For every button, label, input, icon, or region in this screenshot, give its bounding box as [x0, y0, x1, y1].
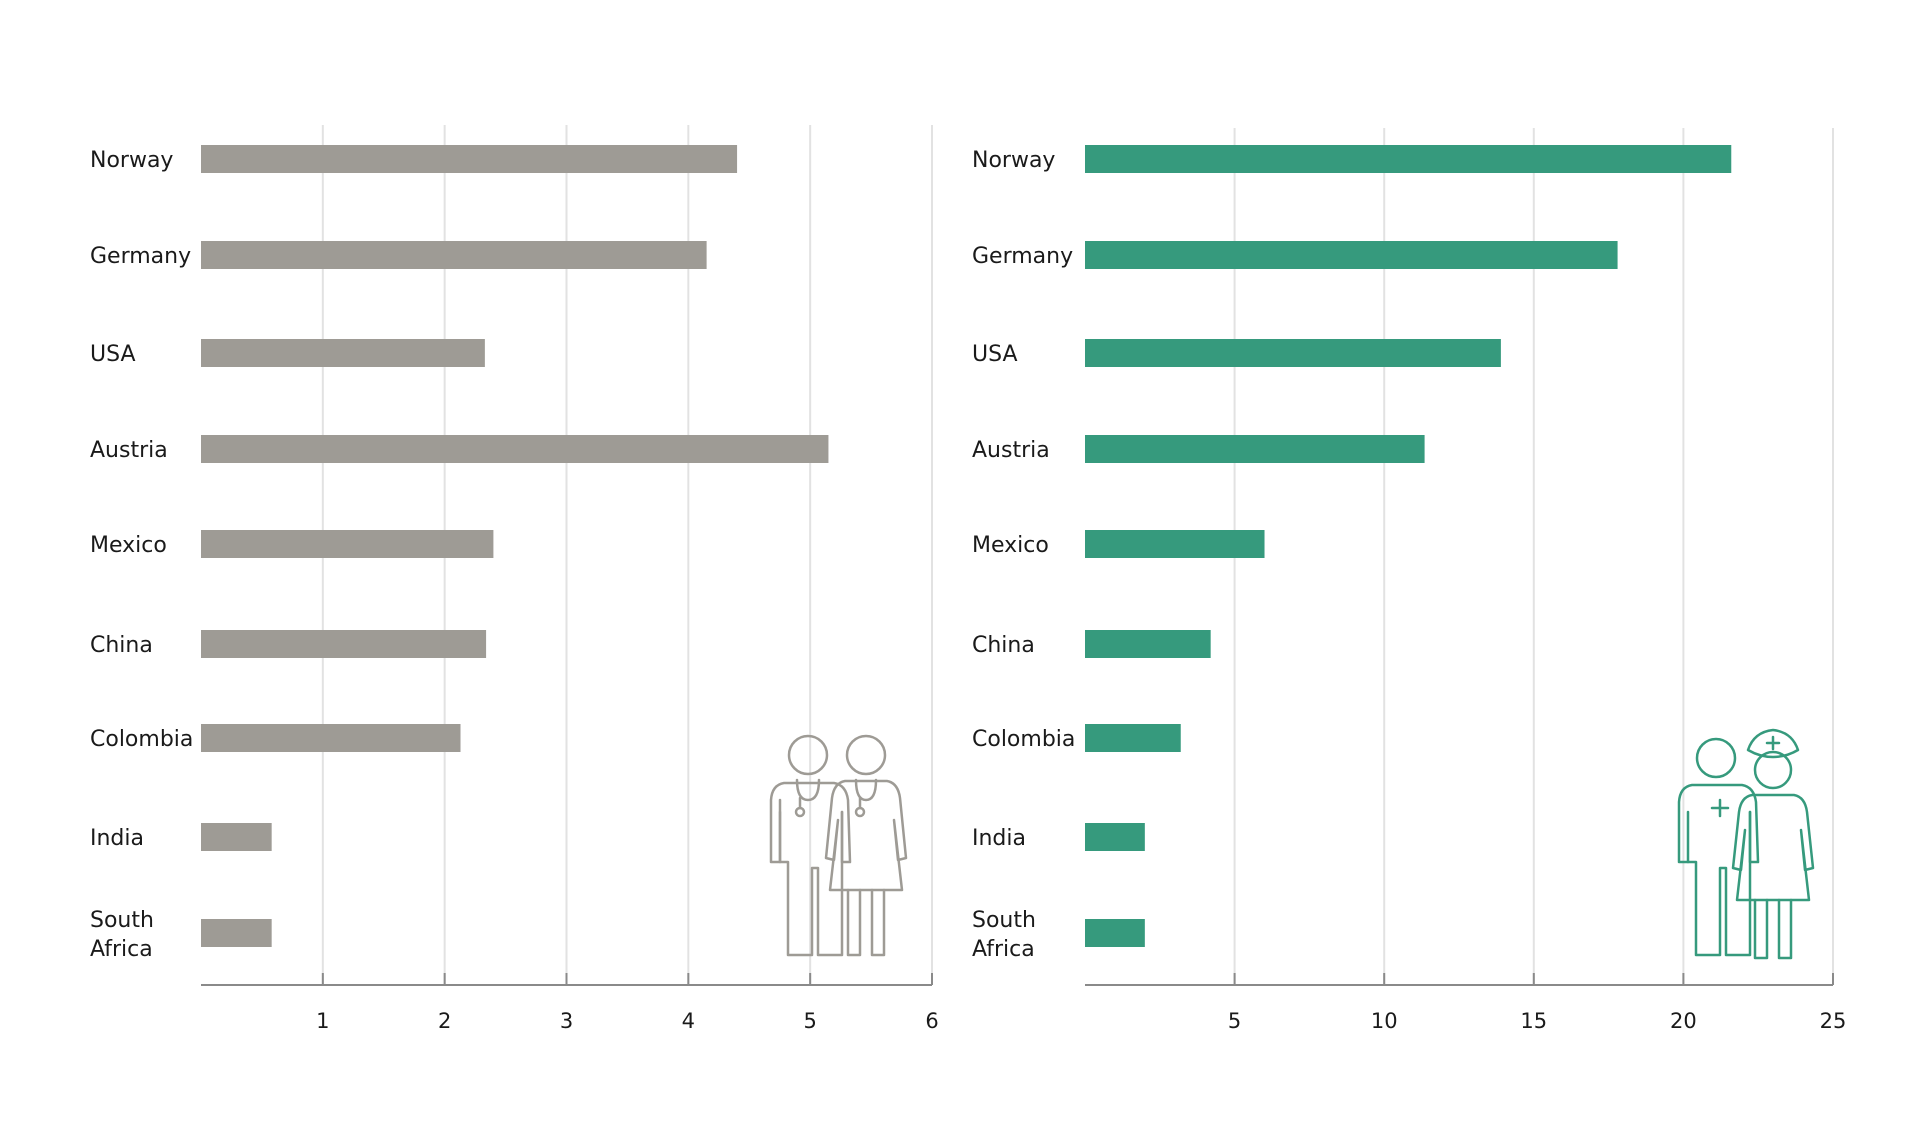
left-tick-label: 1	[316, 1009, 329, 1033]
left-category-label: Austria	[90, 438, 168, 463]
left-bar-colombia	[201, 724, 461, 752]
left-tick-label: 4	[682, 1009, 695, 1033]
left-category-label: India	[90, 826, 144, 851]
left-category-label: Mexico	[90, 533, 167, 558]
right-bar-india	[1085, 823, 1145, 851]
right-category-label: South Africa	[972, 908, 1036, 962]
right-category-label: India	[972, 826, 1026, 851]
left-bar-south-africa	[201, 919, 272, 947]
left-tick-label: 2	[438, 1009, 451, 1033]
right-bar-south-africa	[1085, 919, 1145, 947]
right-category-label: Norway	[972, 148, 1055, 173]
right-bar-germany	[1085, 241, 1618, 269]
doctors-bar-chart: 1 2 3 4 5 6 Norway Germany USA Austria Mexico China…	[90, 125, 939, 1033]
right-bar-colombia	[1085, 724, 1181, 752]
right-category-label: Austria	[972, 438, 1050, 463]
left-bar-austria	[201, 435, 829, 463]
right-tick-label: 25	[1820, 1009, 1847, 1033]
doctors-icon	[769, 734, 908, 957]
right-bar-norway	[1085, 145, 1732, 173]
right-category-label: USA	[972, 342, 1018, 367]
left-category-label: South Africa	[90, 908, 154, 962]
right-category-label: Mexico	[972, 533, 1049, 558]
left-category-label: Norway	[90, 148, 173, 173]
right-category-label: Germany	[972, 244, 1073, 269]
right-bar-mexico	[1085, 530, 1265, 558]
left-tick-label: 3	[560, 1009, 573, 1033]
right-tick-label: 5	[1228, 1009, 1241, 1033]
left-category-label: USA	[90, 342, 136, 367]
right-bar-austria	[1085, 435, 1425, 463]
right-bar-usa	[1085, 339, 1501, 367]
left-tick-label: 6	[925, 1009, 938, 1033]
right-bar-china	[1085, 630, 1211, 658]
right-category-label: Colombia	[972, 727, 1075, 752]
left-bar-germany	[201, 241, 707, 269]
left-category-label: Germany	[90, 244, 191, 269]
left-tick-label: 5	[803, 1009, 816, 1033]
left-bar-usa	[201, 339, 485, 367]
left-bar-mexico	[201, 530, 494, 558]
left-bar-norway	[201, 145, 738, 173]
right-tick-label: 15	[1520, 1009, 1547, 1033]
left-category-label: China	[90, 633, 153, 658]
left-bar-india	[201, 823, 272, 851]
right-tick-label: 20	[1670, 1009, 1697, 1033]
right-tick-label: 10	[1371, 1009, 1398, 1033]
nurses-bar-chart: 5 10 15 20 25 Norway Germany USA Austria Mexico Ch…	[972, 128, 1846, 1033]
left-bar-china	[201, 630, 487, 658]
nurses-icon	[1677, 728, 1815, 960]
right-category-label: China	[972, 633, 1035, 658]
left-category-label: Colombia	[90, 727, 193, 752]
